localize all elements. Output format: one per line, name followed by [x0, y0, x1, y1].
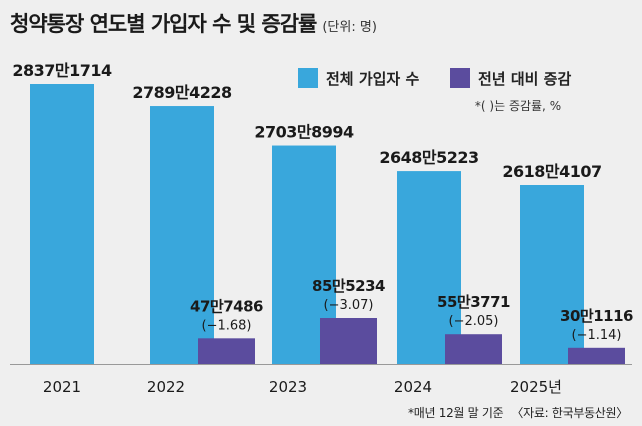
- chart-title: 청약통장 연도별 가입자 수 및 증감률 (단위: 명): [10, 8, 377, 38]
- bar-change-2022: [198, 338, 255, 364]
- label-change-2024: 55만3771: [437, 293, 510, 311]
- legend-swatch-subscribers: [298, 68, 318, 88]
- label-change-2023: 85만5234: [312, 277, 385, 295]
- label-change-rate-2022: (−1.68): [202, 318, 252, 333]
- footer-basis: *매년 12월 말 기준: [408, 406, 504, 420]
- label-change-2022: 47만7486: [190, 297, 263, 315]
- bar-subscribers-2022: [150, 106, 214, 364]
- bar-subscribers-2025년: [520, 185, 584, 364]
- legend-label-subscribers: 전체 가입자 수: [326, 70, 419, 88]
- label-change-2025년: 30만1116: [560, 307, 633, 325]
- label-subscribers-2023: 2703만8994: [254, 123, 354, 142]
- x-tick-2025년: 2025년: [510, 378, 562, 396]
- label-change-rate-2025년: (−1.14): [572, 328, 622, 343]
- bars-layer: 2837만1714 2021 2789만4228 2022 (−1.68) 47만7486…: [10, 61, 634, 396]
- legend-label-change: 전년 대비 증감: [478, 70, 571, 88]
- label-subscribers-2021: 2837만1714: [12, 61, 112, 80]
- label-subscribers-2025년: 2618만4107: [502, 162, 601, 181]
- bar-subscribers-2021: [30, 84, 94, 364]
- bar-change-2023: [320, 318, 377, 364]
- x-tick-2024: 2024: [394, 378, 432, 396]
- legend-swatch-change: [450, 68, 470, 88]
- label-subscribers-2024: 2648만5223: [379, 148, 478, 167]
- bar-subscribers-2024: [397, 171, 461, 364]
- unit-label: (단위: 명): [322, 20, 377, 35]
- legend: 전체 가입자 수 전년 대비 증감 *( )는 증감률, %: [298, 68, 571, 113]
- chart-title-text: 청약통장 연도별 가입자 수 및 증감률: [10, 12, 317, 36]
- legend-note: *( )는 증감률, %: [475, 99, 561, 113]
- footer: *매년 12월 말 기준 〈자료: 한국부동산원〉: [408, 404, 628, 421]
- bar-change-2025년: [568, 347, 625, 364]
- bar-change-2024: [445, 334, 502, 364]
- x-tick-2023: 2023: [269, 378, 307, 396]
- label-change-rate-2023: (−3.07): [324, 298, 374, 313]
- footer-source: 〈자료: 한국부동산원〉: [511, 406, 628, 420]
- label-subscribers-2022: 2789만4228: [132, 83, 232, 102]
- label-change-rate-2024: (−2.05): [449, 314, 499, 329]
- x-tick-2022: 2022: [147, 378, 185, 396]
- x-tick-2021: 2021: [43, 378, 81, 396]
